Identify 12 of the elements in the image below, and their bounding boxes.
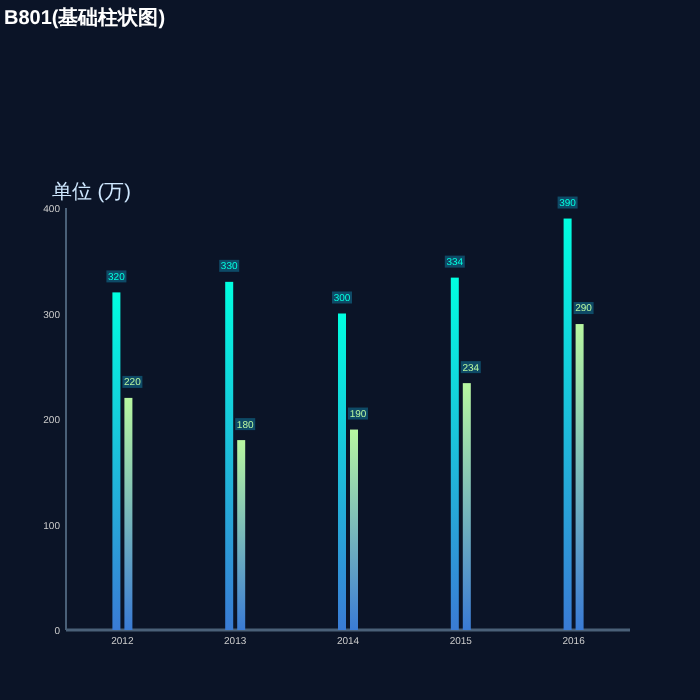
bar	[575, 324, 584, 630]
bar	[225, 281, 234, 630]
bar	[112, 292, 121, 630]
bar	[563, 218, 572, 630]
bar	[237, 440, 246, 630]
bar	[338, 313, 346, 630]
bar	[450, 277, 459, 630]
y-axis-title: 单位 (万)	[52, 180, 131, 204]
bar	[124, 397, 133, 630]
chart-title: B801(基础柱状图)	[4, 6, 166, 30]
bar	[462, 383, 471, 630]
bar	[350, 429, 358, 630]
